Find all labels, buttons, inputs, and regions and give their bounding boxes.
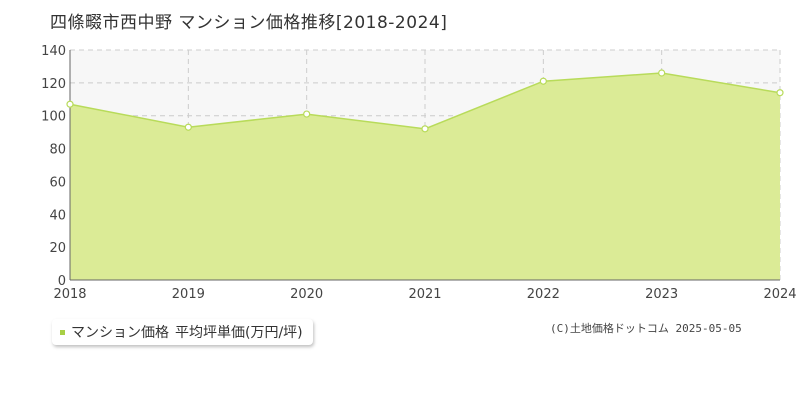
- data-point: [66, 100, 74, 108]
- legend: マンション価格 平均坪単価(万円/坪): [52, 319, 313, 345]
- legend-series-label: マンション価格: [71, 325, 169, 341]
- y-tick-label: 120: [41, 77, 66, 92]
- legend-unit-label: 平均坪単価(万円/坪): [175, 325, 303, 341]
- y-tick-label: 60: [49, 175, 66, 190]
- axes: [69, 50, 780, 281]
- y-tick-label: 0: [58, 274, 66, 289]
- x-tick-label: 2021: [408, 287, 441, 302]
- data-point: [303, 110, 311, 118]
- x-tick-label: 2022: [527, 287, 560, 302]
- x-tick-label: 2020: [290, 287, 323, 302]
- legend-swatch: [60, 329, 65, 335]
- x-tick-label: 2023: [645, 287, 678, 302]
- y-tick-label: 40: [49, 208, 66, 223]
- data-point: [776, 89, 784, 97]
- y-tick-label: 80: [49, 143, 66, 158]
- data-point: [421, 125, 429, 133]
- data-point: [658, 69, 666, 77]
- x-tick-label: 2018: [53, 287, 86, 302]
- x-tick-label: 2019: [172, 287, 205, 302]
- data-point: [539, 77, 547, 85]
- data-point: [184, 123, 192, 131]
- y-tick-label: 20: [49, 241, 66, 256]
- series-area: [70, 73, 780, 280]
- y-tick-label: 100: [41, 110, 66, 125]
- y-tick-label: 140: [41, 44, 66, 59]
- x-tick-label: 2024: [763, 287, 796, 302]
- copyright-notice: (C)土地価格ドットコム 2025-05-05: [550, 322, 742, 335]
- chart-title: 四條畷市西中野 マンション価格推移[2018-2024]: [50, 13, 448, 33]
- data-markers: [66, 69, 784, 133]
- tick-labels: 0 20 40 60 80 100 120 140 2018 2019 2020 2021 2022 20…: [41, 44, 796, 302]
